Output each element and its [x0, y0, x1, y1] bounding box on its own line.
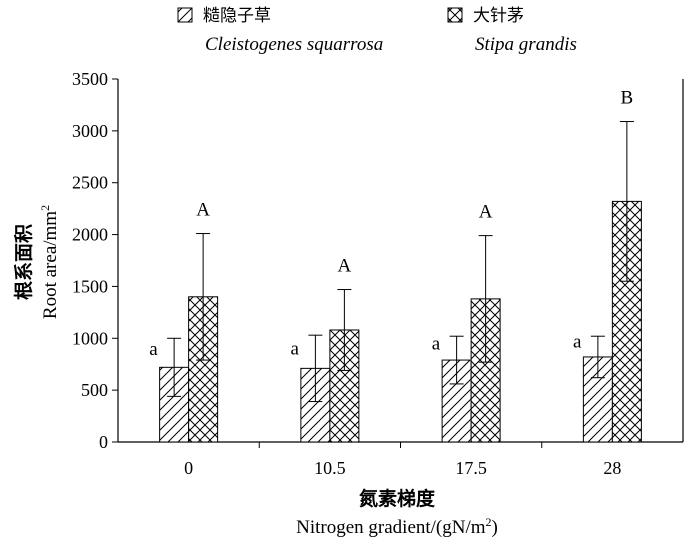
- y-axis-title: 根系面积 Root area/mm2: [12, 205, 61, 319]
- bars: [159, 200, 642, 443]
- y-tick-label: 1000: [72, 328, 108, 348]
- significance-label: a: [573, 332, 582, 353]
- x-axis-title-en: Nitrogen gradient/(gN/m2): [296, 515, 498, 538]
- y-tick-label: 2000: [72, 225, 108, 245]
- significance-label: a: [290, 339, 299, 360]
- axes: 0 500 1000 1500 2000 2500 3000 3500 0 10.5 17.5 28: [72, 69, 684, 478]
- x-axis-title-cn: 氮素梯度: [359, 487, 436, 510]
- significance-label: A: [196, 200, 210, 221]
- significance-label: a: [149, 339, 158, 360]
- legend-swatch-cross: [447, 7, 463, 23]
- legend-item-series-1: 糙隐子草 Cleistogenes squarrosa: [177, 6, 383, 55]
- y-axis-title-en: Root area/mm2: [38, 205, 61, 319]
- y-tick-label: 3000: [72, 121, 108, 141]
- y-tick-label: 2500: [72, 173, 108, 193]
- legend-label-latin: Stipa grandis: [475, 34, 577, 55]
- significance-labels: a Aa Aa Aa B: [149, 88, 633, 361]
- significance-label: B: [621, 88, 634, 109]
- x-tick-label: 10.5: [314, 458, 346, 478]
- significance-label: a: [432, 334, 441, 355]
- significance-label: A: [338, 256, 352, 277]
- y-tick-label: 500: [81, 380, 108, 400]
- y-tick-label: 1500: [72, 276, 108, 296]
- legend-label-latin: Cleistogenes squarrosa: [205, 34, 383, 55]
- x-tick-label: 28: [603, 458, 621, 478]
- x-tick-label: 17.5: [455, 458, 487, 478]
- legend: 糙隐子草 Cleistogenes squarrosa 大针茅 Stipa gr…: [177, 6, 577, 55]
- legend-swatch-diagonal: [177, 7, 193, 23]
- legend-label-cn: 大针茅: [473, 6, 524, 26]
- error-bars: [167, 121, 634, 403]
- y-tick-label: 3500: [72, 69, 108, 89]
- y-axis-title-cn: 根系面积: [12, 224, 35, 300]
- legend-item-series-2: 大针茅 Stipa grandis: [447, 6, 577, 55]
- x-axis-title: 氮素梯度 Nitrogen gradient/(gN/m2): [296, 487, 498, 538]
- y-tick-label: 0: [99, 432, 108, 452]
- legend-label-cn: 糙隐子草: [203, 6, 271, 26]
- significance-label: A: [479, 202, 493, 223]
- x-tick-label: 0: [184, 458, 193, 478]
